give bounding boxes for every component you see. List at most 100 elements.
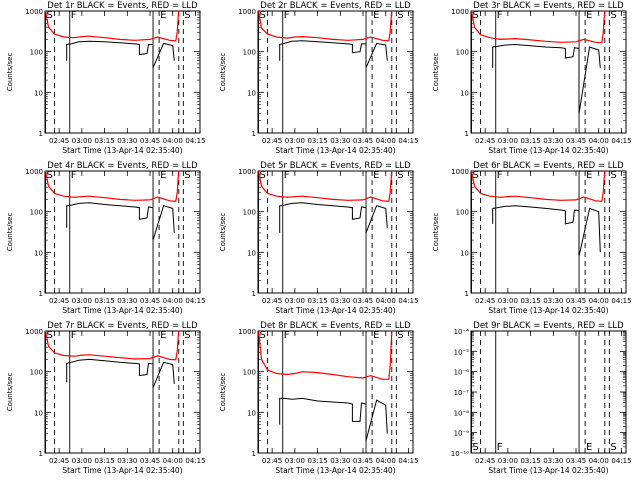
x-axis-label: Start Time (13-Apr-14 02:35:40) (275, 466, 395, 475)
x-tick-label: 04:00 (376, 137, 396, 145)
event-marker-label: E (586, 442, 592, 453)
event-marker-label: F (71, 330, 77, 341)
y-tick-label: 100 (456, 49, 469, 57)
x-tick-label: 02:45 (475, 457, 495, 465)
plot-frame (470, 170, 627, 294)
x-tick-label: 03:45 (566, 137, 586, 145)
detector-panel: Det 7r BLACK = Events, RED = LLD 1 10 100 10… (6, 321, 206, 475)
x-axis-label: Start Time (13-Apr-14 02:35:40) (275, 306, 395, 315)
panel-title: Det 3r BLACK = Events, RED = LLD (473, 1, 624, 11)
event-marker-label: E (373, 10, 379, 21)
x-tick-label: 02:45 (49, 137, 69, 145)
lld-rate-line (471, 11, 606, 44)
y-tick-label: 10⁻⁸ (454, 409, 470, 417)
x-axis-label: Start Time (13-Apr-14 02:35:40) (62, 306, 182, 315)
x-tick-label: 04:15 (611, 457, 631, 465)
x-tick-label: 03:00 (72, 457, 92, 465)
x-tick-label: 03:15 (94, 297, 114, 305)
y-tick-label: 100 (30, 369, 43, 377)
y-tick-label: 10 (460, 249, 469, 257)
event-marker-label: S (184, 170, 190, 181)
lld-rate-line (258, 11, 393, 42)
x-tick-label: 03:45 (566, 457, 586, 465)
x-tick-label: 03:30 (117, 457, 137, 465)
detector-panel: Det 9r BLACK = Events, RED = LLD 10⁻¹⁰ 10⁻… (451, 321, 632, 475)
x-tick-label: 04:00 (163, 457, 183, 465)
x-tick-label: 03:00 (285, 137, 305, 145)
x-tick-label: 03:30 (330, 137, 350, 145)
y-tick-label: 10⁻⁴ (454, 328, 470, 336)
x-tick-label: 03:30 (543, 457, 563, 465)
plot-frame (44, 10, 201, 134)
event-marker-label: S (397, 170, 403, 181)
plot-frame (257, 10, 414, 134)
x-tick-label: 02:45 (262, 297, 282, 305)
y-tick-label: 10⁻⁹ (454, 430, 470, 438)
y-tick-label: 10 (247, 89, 256, 97)
event-marker-label: F (284, 330, 290, 341)
x-tick-label: 03:30 (330, 297, 350, 305)
x-tick-label: 04:00 (376, 457, 396, 465)
plot-frame (44, 330, 201, 454)
x-axis-label: Start Time (13-Apr-14 02:35:40) (488, 466, 608, 475)
panel-title: Det 8r BLACK = Events, RED = LLD (260, 321, 411, 331)
event-marker-label: F (71, 170, 77, 181)
event-marker-label: S (47, 330, 53, 341)
y-axis-label: Counts/sec (6, 373, 14, 412)
event-marker-label: E (160, 10, 166, 21)
x-tick-label: 02:45 (262, 137, 282, 145)
lld-rate-line (258, 331, 393, 380)
panel-title: Det 9r BLACK = Events, RED = LLD (473, 321, 624, 331)
event-marker-label: F (284, 10, 290, 21)
event-marker-label: S (610, 442, 616, 453)
x-tick-label: 02:45 (475, 137, 495, 145)
y-tick-label: 1 (252, 130, 256, 138)
event-rate-line (279, 202, 388, 234)
plot-frame (470, 330, 627, 454)
y-tick-label: 10 (460, 89, 469, 97)
event-marker-label: S (610, 170, 616, 181)
event-marker-label: S (260, 330, 266, 341)
x-tick-label: 03:00 (498, 457, 518, 465)
lld-rate-line (45, 11, 180, 42)
event-rate-line (492, 43, 601, 114)
x-tick-label: 03:45 (140, 137, 160, 145)
x-tick-label: 04:00 (589, 297, 609, 305)
y-tick-label: 1000 (238, 168, 256, 176)
x-axis-label: Start Time (13-Apr-14 02:35:40) (275, 146, 395, 155)
event-marker-label: S (47, 10, 53, 21)
x-tick-label: 03:15 (520, 297, 540, 305)
x-axis-label: Start Time (13-Apr-14 02:35:40) (62, 146, 182, 155)
x-tick-label: 03:45 (353, 457, 373, 465)
y-axis-label: Counts/sec (219, 53, 227, 92)
x-tick-label: 02:45 (475, 297, 495, 305)
x-tick-label: 04:00 (589, 457, 609, 465)
panel-title: Det 6r BLACK = Events, RED = LLD (473, 161, 624, 171)
y-tick-label: 10⁻⁵ (454, 348, 470, 356)
x-tick-label: 03:00 (72, 137, 92, 145)
event-marker-label: E (373, 170, 379, 181)
y-axis-label: Counts/sec (6, 213, 14, 252)
x-tick-label: 04:00 (589, 137, 609, 145)
x-axis-label: Start Time (13-Apr-14 02:35:40) (488, 146, 608, 155)
x-tick-label: 03:00 (285, 297, 305, 305)
event-marker-label: S (610, 10, 616, 21)
panel-title: Det 7r BLACK = Events, RED = LLD (47, 321, 198, 331)
x-tick-label: 03:15 (94, 137, 114, 145)
detector-panel: Det 3r BLACK = Events, RED = LLD 1 10 100 10… (432, 1, 632, 155)
x-tick-label: 02:45 (49, 457, 69, 465)
y-axis-label: Counts/sec (219, 213, 227, 252)
detector-panel: Det 1r BLACK = Events, RED = LLD 1 10 100 10… (6, 1, 206, 155)
y-tick-label: 1 (252, 450, 256, 458)
detector-panel: Det 8r BLACK = Events, RED = LLD 1 10 100 10… (219, 321, 419, 475)
event-marker-label: S (473, 10, 479, 21)
x-tick-label: 03:45 (353, 297, 373, 305)
y-tick-label: 10⁻⁷ (454, 389, 470, 397)
event-rate-line (279, 397, 388, 441)
y-tick-label: 1 (39, 450, 43, 458)
x-tick-label: 04:15 (185, 457, 205, 465)
event-marker-label: F (71, 10, 77, 21)
y-tick-label: 10⁻¹⁰ (451, 450, 469, 458)
